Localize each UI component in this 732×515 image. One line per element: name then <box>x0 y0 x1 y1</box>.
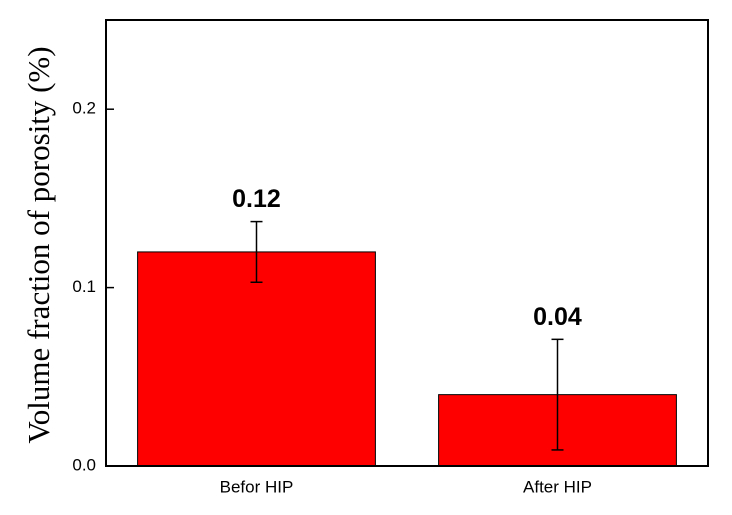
x-tick-label: Befor HIP <box>220 477 294 496</box>
value-label: 0.12 <box>232 185 281 213</box>
x-tick-label: After HIP <box>523 477 592 496</box>
y-axis-title: Volume fraction of porosity (%) <box>21 46 56 443</box>
y-tick-label: 0.2 <box>72 99 96 118</box>
bar <box>137 251 376 467</box>
value-label: 0.04 <box>533 303 582 331</box>
y-tick-label: 0.0 <box>72 455 96 474</box>
y-tick-label: 0.1 <box>72 277 96 296</box>
plot-frame <box>105 19 709 467</box>
